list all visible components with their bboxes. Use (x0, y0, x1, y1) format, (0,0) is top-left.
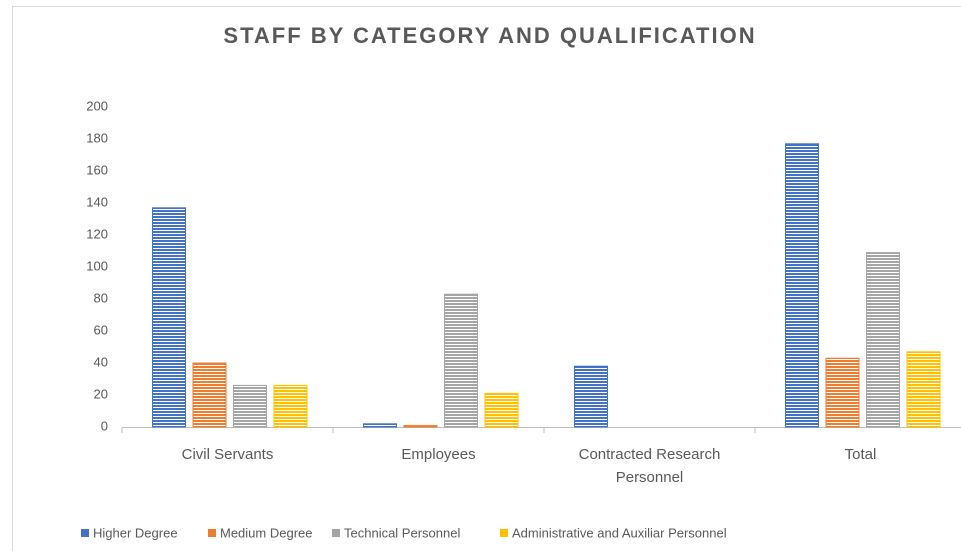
chart-title: STAFF BY CATEGORY AND QUALIFICATION (223, 23, 756, 48)
bar (192, 362, 227, 428)
x-tick-label: Total (845, 446, 877, 463)
y-tick-label: 80 (94, 290, 108, 305)
bar (785, 143, 819, 428)
bar (403, 424, 438, 428)
bar (273, 384, 308, 428)
y-tick-label: 100 (86, 258, 108, 273)
bar (825, 357, 860, 428)
legend-label: Technical Personnel (344, 525, 460, 540)
legend-swatch (500, 529, 508, 537)
bar (484, 392, 519, 428)
legend-swatch (332, 529, 340, 537)
legend-label: Medium Degree (220, 525, 313, 540)
x-tick-label: Civil Servants (182, 446, 274, 463)
bar (233, 384, 267, 428)
x-tick-label: Contracted Research Personnel (579, 446, 721, 486)
y-tick-label: 0 (101, 418, 108, 433)
y-tick-label: 200 (86, 98, 108, 113)
y-tick-label: 140 (86, 194, 108, 209)
y-tick-label: 160 (86, 162, 108, 177)
bar (363, 423, 397, 428)
chart-border (12, 6, 961, 551)
legend-label: Administrative and Auxiliar Personnel (512, 525, 727, 540)
legend-swatch (81, 529, 89, 537)
y-tick-label: 20 (94, 386, 108, 401)
y-tick-label: 60 (94, 322, 108, 337)
bar (152, 207, 186, 428)
y-tick-label: 40 (94, 354, 108, 369)
legend-label: Higher Degree (93, 525, 178, 540)
bar (906, 351, 941, 428)
bar (574, 365, 608, 428)
bar (444, 293, 478, 428)
y-tick-label: 120 (86, 226, 108, 241)
x-tick-label: Employees (401, 446, 475, 463)
y-tick-label: 180 (86, 130, 108, 145)
legend-swatch (208, 529, 216, 537)
bar (866, 252, 900, 428)
